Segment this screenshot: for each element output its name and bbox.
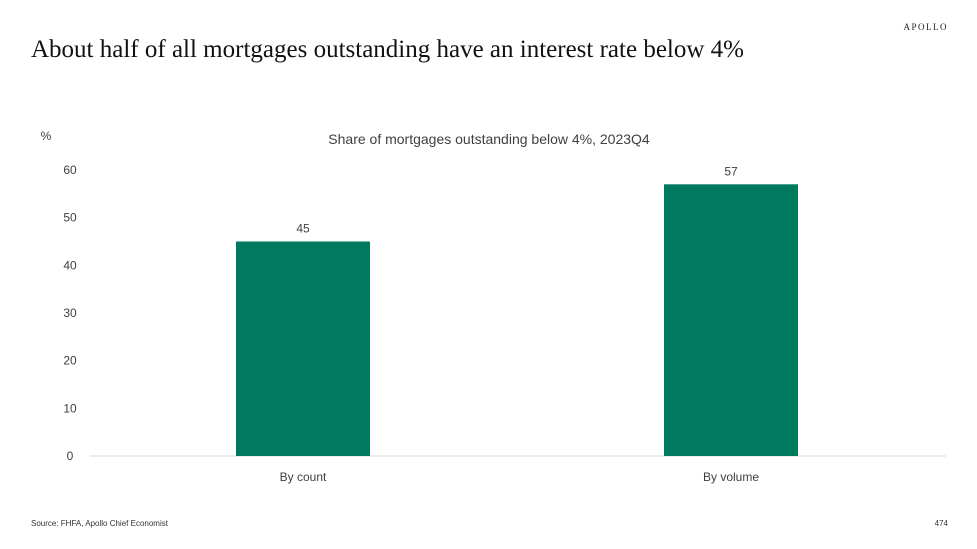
y-tick-label: 0 xyxy=(67,449,74,463)
y-tick-label: 40 xyxy=(63,258,77,272)
x-category-label: By volume xyxy=(703,470,759,484)
bar xyxy=(664,184,798,457)
y-tick-label: 60 xyxy=(63,163,77,177)
y-tick-label: 50 xyxy=(63,211,77,225)
source-note: Source: FHFA, Apollo Chief Economist xyxy=(31,519,168,528)
x-category-label: By count xyxy=(280,470,327,484)
page-number: 474 xyxy=(934,519,948,528)
y-axis-ticks: 0 10 20 30 40 50 60 xyxy=(63,163,77,463)
page-title: About half of all mortgages outstanding … xyxy=(31,36,744,63)
y-tick-label: 10 xyxy=(63,401,77,415)
bar xyxy=(236,241,370,456)
bars-group xyxy=(236,184,798,457)
brand-logo: APOLLO xyxy=(903,22,948,32)
bar-value-label: 57 xyxy=(724,164,738,178)
y-tick-label: 30 xyxy=(63,306,77,320)
y-tick-label: 20 xyxy=(63,354,77,368)
data-labels: 45 57 xyxy=(296,164,738,235)
y-axis-label: % xyxy=(41,129,52,143)
bar-value-label: 45 xyxy=(296,222,310,236)
x-axis-categories: By count By volume xyxy=(280,470,760,484)
chart-title: Share of mortgages outstanding below 4%,… xyxy=(328,131,650,147)
